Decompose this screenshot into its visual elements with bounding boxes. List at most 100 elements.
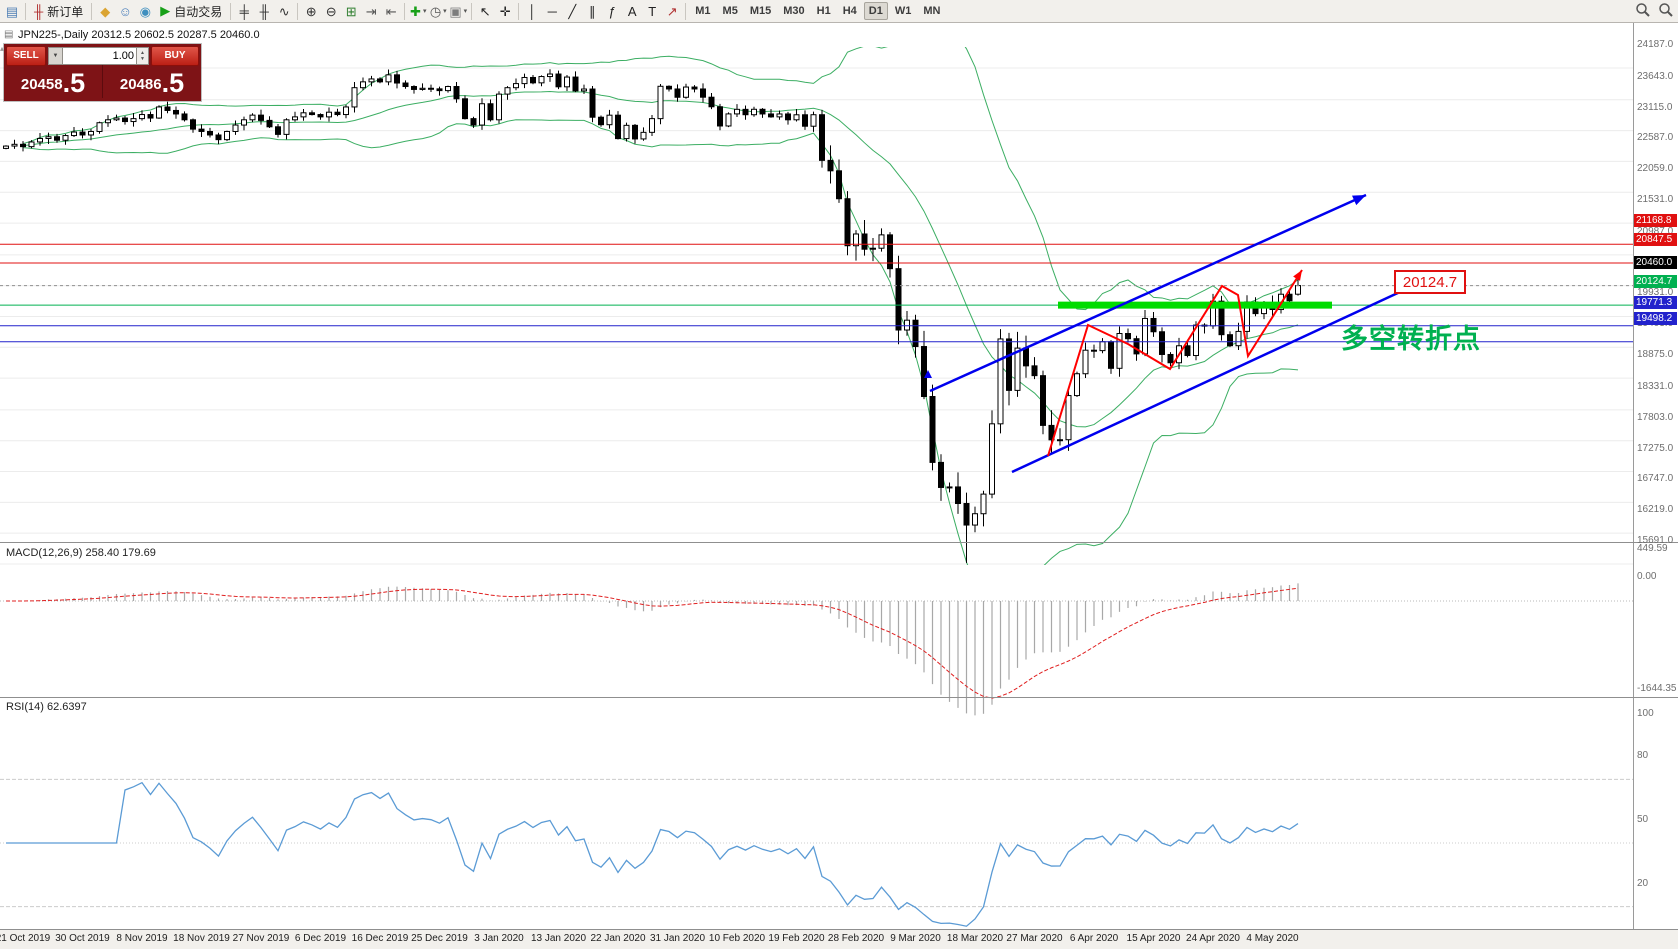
auto-trading-icon: ▶ [160,3,171,18]
one-click-collapse-icon[interactable]: ▴ [0,44,5,53]
arrows-icon-glyph: ↗ [666,3,678,19]
fibonacci-icon[interactable]: ƒ [602,2,622,21]
zoom-in-icon[interactable]: ⊕ [301,2,321,21]
panel-divider[interactable] [0,542,1678,543]
channel-icon[interactable]: ∥ [582,2,602,21]
macd-panel[interactable] [0,583,1633,716]
cursor-icon[interactable]: ↖ [475,2,495,21]
price-annotation-box[interactable]: 20124.7 [1394,270,1466,294]
trendline-lower-channel[interactable] [1011,276,1431,474]
channel-icon-glyph: ∥ [589,3,596,19]
timeframe-mn-button[interactable]: MN [923,5,941,17]
zoom-in-icon-glyph: ⊕ [305,3,317,19]
toolbar-separator [25,2,26,20]
timeframe-m15-button[interactable]: M15 [749,5,772,17]
sell-price-button[interactable]: 20458.5 [4,65,102,98]
trend-marker-icon[interactable] [924,370,932,378]
chart-window-icon: ▤ [4,29,14,40]
text-icon-glyph: A [627,3,637,19]
sell-button[interactable]: SELL [6,45,46,66]
zoom-out-icon[interactable]: ⊖ [321,2,341,21]
candlestick-icon-glyph: ╫ [259,3,269,19]
compass-icon-glyph: ◆ [100,3,111,19]
trendline-icon[interactable]: ╱ [562,2,582,21]
volume-stepper[interactable]: ▲ ▼ [137,46,149,65]
zoom-out-icon-glyph: ⊖ [325,3,337,19]
advanced-search-icon[interactable] [1658,2,1674,18]
timeframe-m30-button[interactable]: M30 [783,5,805,17]
horizontal-line-icon-glyph: ─ [547,3,557,19]
toolbar-separator [404,2,406,20]
vertical-line-icon[interactable]: │ [522,2,542,21]
community-icon-glyph: ◉ [139,3,151,19]
tile-windows-icon[interactable]: ⊞ [341,2,361,21]
toolbar-separator [518,2,520,20]
chart-shift-icon[interactable]: ⇤ [381,2,401,21]
new-order-button-label: 新订单 [47,4,84,19]
timeframe-h4-button[interactable]: H4 [842,5,857,17]
periods-icon-glyph: ◷ [429,3,442,19]
trendline-upper-channel[interactable] [929,193,1367,393]
crosshair-icon[interactable]: ✛ [495,2,515,21]
price-chart[interactable] [0,24,1633,593]
auto-trading-button[interactable]: ▶ 自动交易 [155,2,227,21]
rsi-panel[interactable] [0,778,1633,927]
turning-point-text[interactable]: 多空转折点 [1341,324,1481,354]
timeframe-m5-button[interactable]: M5 [722,5,738,17]
line-chart-icon[interactable]: ∿ [274,2,294,21]
volume-input[interactable]: 1.00 [63,46,137,65]
auto-scroll-icon[interactable]: ⇥ [361,2,381,21]
indicators-icon-glyph: ✚ [410,3,421,19]
timeframe-m1-button[interactable]: M1 [695,5,711,17]
label-icon-glyph: T [648,3,657,19]
dropdown-caret-icon: ▾ [463,7,468,15]
auto-scroll-icon-glyph: ⇥ [365,3,377,19]
compass-icon[interactable]: ◆ [95,2,115,21]
rsi-header: RSI(14) 62.6397 [6,701,87,713]
periods-icon[interactable]: ◷ ▾ [428,2,448,21]
timeframe-h1-button[interactable]: H1 [816,5,831,17]
vertical-line-icon-glyph: │ [528,3,537,19]
bar-chart-icon[interactable]: ╪ [234,2,254,21]
arrows-icon[interactable]: ↗ [662,2,682,21]
community-icon[interactable]: ◉ [135,2,155,21]
toolbar-separator [685,2,687,20]
chart-area[interactable] [0,23,1633,949]
sell-price-base: 20458 [20,76,63,93]
bollinger-middle [22,91,1299,428]
buy-button[interactable]: BUY [151,45,199,66]
bollinger-upper [22,47,1299,311]
line-chart-icon-glyph: ∿ [278,3,290,19]
buy-price-button[interactable]: 20486.5 [103,65,201,98]
new-order-icon: ╫ [34,3,44,19]
timeframe-w1-button[interactable]: W1 [894,5,912,17]
text-icon[interactable]: A [622,2,642,21]
candlestick-icon[interactable]: ╫ [254,2,274,21]
bar-chart-icon-glyph: ╪ [239,3,249,19]
buy-price-base: 20486 [119,76,162,93]
panel-divider[interactable] [0,697,1678,698]
price-scale[interactable] [1633,23,1678,949]
trendline-icon-glyph: ╱ [568,3,577,19]
new-chart-icon-glyph: ▤ [5,3,19,19]
timeframe-d1-button[interactable]: D1 [863,2,888,20]
templates-icon[interactable]: ▣ ▾ [448,2,468,21]
profile-icon-glyph: ☺ [118,3,132,19]
toolbar: ▤ ╫ 新订单 ◆ ☺ ◉ ▶ 自动交易 ╪ ╫ ∿ ⊕ ⊖ ⊞ ⇥ ⇤ ✚ ▾ ◷ ▾ ▣ ▾ ↖ ✛ │ ─ ╱ ∥ ƒ A T ↗ M1 M… [0,0,1678,23]
one-click-trading-panel: SELL ▼ 1.00 ▲ ▼ BUY 20458.5 20486.5 [4,44,201,101]
indicators-icon[interactable]: ✚ ▾ [408,2,428,21]
tile-windows-icon-glyph: ⊞ [345,3,357,19]
profile-icon[interactable]: ☺ [115,2,135,21]
time-axis[interactable] [0,929,1678,949]
volume-dropdown-icon[interactable]: ▼ [48,46,63,65]
new-order-button[interactable]: ╫ 新订单 [29,2,88,21]
zigzag-annotation[interactable] [1047,269,1303,457]
search-icon[interactable] [1635,2,1651,18]
horizontal-line-icon[interactable]: ─ [542,2,562,21]
label-icon[interactable]: T [642,2,662,21]
chart-shift-icon-glyph: ⇤ [385,3,397,19]
dropdown-caret-icon: ▾ [443,7,447,15]
new-chart-icon[interactable]: ▤ [2,2,22,21]
chart-canvas[interactable] [0,23,1678,949]
